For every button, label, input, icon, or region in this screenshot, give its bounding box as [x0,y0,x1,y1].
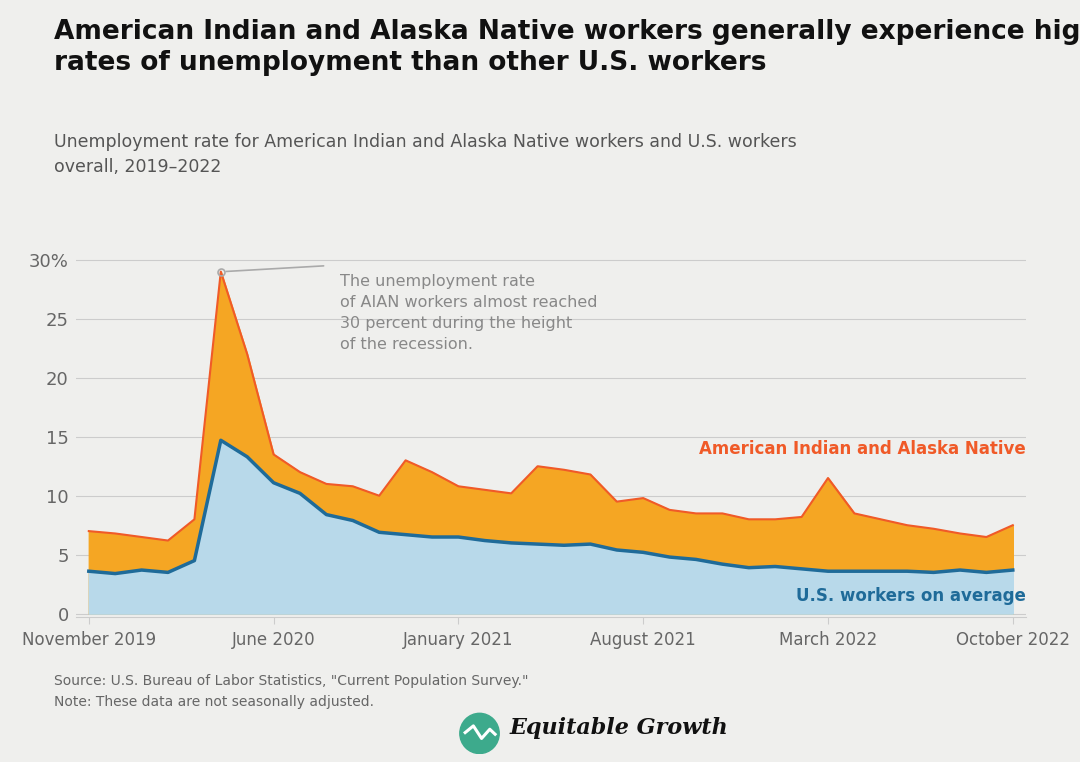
Text: U.S. workers on average: U.S. workers on average [796,587,1026,605]
Text: American Indian and Alaska Native workers generally experience higher
rates of u: American Indian and Alaska Native worker… [54,19,1080,76]
Text: The unemployment rate
of AIAN workers almost reached
30 percent during the heigh: The unemployment rate of AIAN workers al… [339,274,597,352]
Text: American Indian and Alaska Native: American Indian and Alaska Native [699,440,1026,457]
Text: Equitable Growth: Equitable Growth [510,717,729,738]
Circle shape [460,713,499,754]
Text: Unemployment rate for American Indian and Alaska Native workers and U.S. workers: Unemployment rate for American Indian an… [54,133,797,176]
Text: Source: U.S. Bureau of Labor Statistics, "Current Population Survey."
Note: Thes: Source: U.S. Bureau of Labor Statistics,… [54,674,528,709]
